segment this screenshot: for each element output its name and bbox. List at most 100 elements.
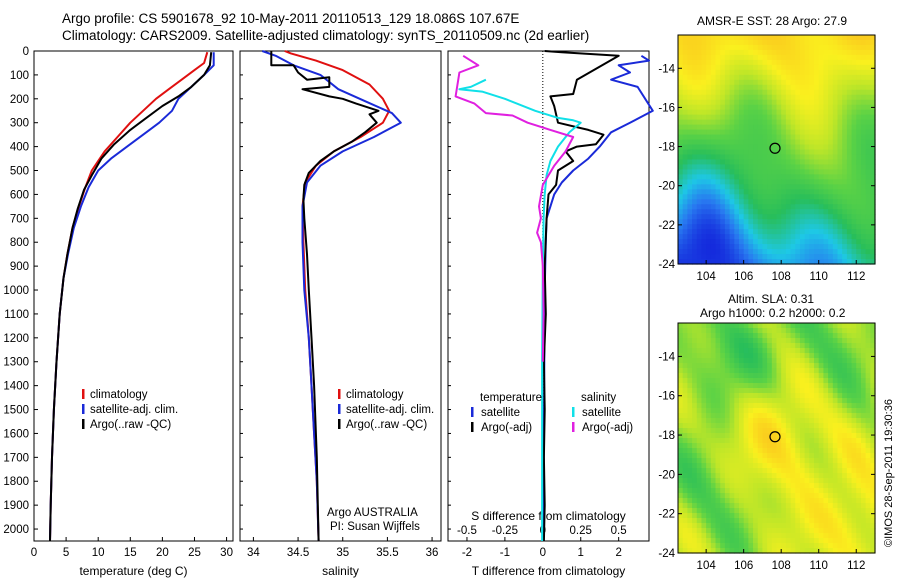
map-cell xyxy=(715,388,721,394)
map-cell xyxy=(678,523,684,529)
map-cell xyxy=(828,204,834,210)
map-cell xyxy=(851,204,857,210)
map-cell xyxy=(692,149,698,156)
map-cell xyxy=(743,508,749,514)
map-cell xyxy=(837,79,843,86)
map-cell xyxy=(682,533,688,539)
map-cell xyxy=(870,184,876,190)
map-cell xyxy=(870,418,876,424)
map-cell xyxy=(842,453,848,459)
map-cell xyxy=(818,528,824,534)
map-cell xyxy=(870,498,876,504)
map-cell xyxy=(799,64,806,71)
map-cell xyxy=(809,64,815,71)
map-cell xyxy=(729,413,735,419)
map-cell xyxy=(823,114,829,121)
map-cell xyxy=(860,463,867,469)
map-cell xyxy=(851,493,857,499)
map-cell xyxy=(837,109,843,116)
map-cell xyxy=(823,104,829,111)
map-cell xyxy=(687,498,693,504)
map-cell xyxy=(678,363,684,369)
map-cell xyxy=(767,383,773,389)
map-cell xyxy=(823,518,829,524)
map-cell xyxy=(837,39,843,46)
map-cell xyxy=(823,423,829,429)
map-cell xyxy=(762,528,768,534)
map-cell xyxy=(753,129,759,136)
map-cell xyxy=(734,214,740,220)
map-cell xyxy=(804,488,810,494)
map-cell xyxy=(743,234,749,240)
temperature-series-line xyxy=(49,52,213,542)
map-cell xyxy=(678,189,684,195)
map-cell xyxy=(870,174,876,180)
map-cell xyxy=(715,423,721,429)
map-cell xyxy=(856,79,862,86)
map-cell xyxy=(762,328,768,334)
map-cell xyxy=(785,134,792,141)
map-cell xyxy=(706,64,712,71)
map-cell xyxy=(757,533,764,539)
map-cell xyxy=(818,438,824,444)
map-cell xyxy=(753,333,759,339)
map-cell xyxy=(799,483,806,489)
map-cell xyxy=(799,189,806,195)
map-cell xyxy=(720,219,726,225)
map-cell xyxy=(767,538,773,544)
map-cell xyxy=(851,323,857,329)
map-cell xyxy=(856,214,862,220)
map-cell xyxy=(814,348,820,354)
map-cell xyxy=(842,363,848,369)
map-cell xyxy=(771,224,778,230)
map-cell xyxy=(814,328,820,334)
map-cell xyxy=(785,244,792,250)
map-cell xyxy=(762,358,768,364)
map-cell xyxy=(767,343,773,349)
map-cell xyxy=(842,89,848,96)
map-cell xyxy=(748,348,754,354)
map-cell xyxy=(856,234,862,240)
x-tick-label: 0 xyxy=(540,547,546,559)
map-cell xyxy=(687,219,693,225)
map-cell xyxy=(809,348,815,354)
map-cell xyxy=(846,423,853,429)
map-cell xyxy=(856,338,862,344)
map-cell xyxy=(706,194,712,200)
map-cell xyxy=(828,348,834,354)
map-cell xyxy=(785,493,792,499)
map-cell xyxy=(767,393,773,399)
map-cell xyxy=(870,129,876,136)
map-cell xyxy=(809,343,815,349)
map-cell xyxy=(799,373,806,379)
map-cell xyxy=(865,149,871,156)
map-x-label: 108 xyxy=(772,271,791,283)
map-cell xyxy=(701,219,707,225)
map-cell xyxy=(753,84,759,91)
map-cell xyxy=(865,508,871,514)
map-cell xyxy=(865,59,871,66)
map-cell xyxy=(696,473,703,479)
map-cell xyxy=(678,338,684,344)
map-cell xyxy=(678,513,684,519)
legend-swatch xyxy=(338,419,341,429)
map-cell xyxy=(771,229,778,235)
map-cell xyxy=(687,214,693,220)
map-cell xyxy=(682,498,688,504)
map-cell xyxy=(842,209,848,215)
map-cell xyxy=(781,254,787,260)
map-cell xyxy=(870,144,876,151)
map-cell xyxy=(814,224,820,230)
map-cell xyxy=(771,54,778,61)
map-cell xyxy=(856,368,862,374)
map-cell xyxy=(865,224,871,230)
map-cell xyxy=(729,353,735,359)
map-cell xyxy=(828,104,834,111)
map-cell xyxy=(701,458,707,464)
map-cell xyxy=(837,338,843,344)
map-cell xyxy=(851,393,857,399)
map-cell xyxy=(762,428,768,434)
map-cell xyxy=(734,174,740,180)
map-cell xyxy=(715,84,721,91)
map-cell xyxy=(842,353,848,359)
